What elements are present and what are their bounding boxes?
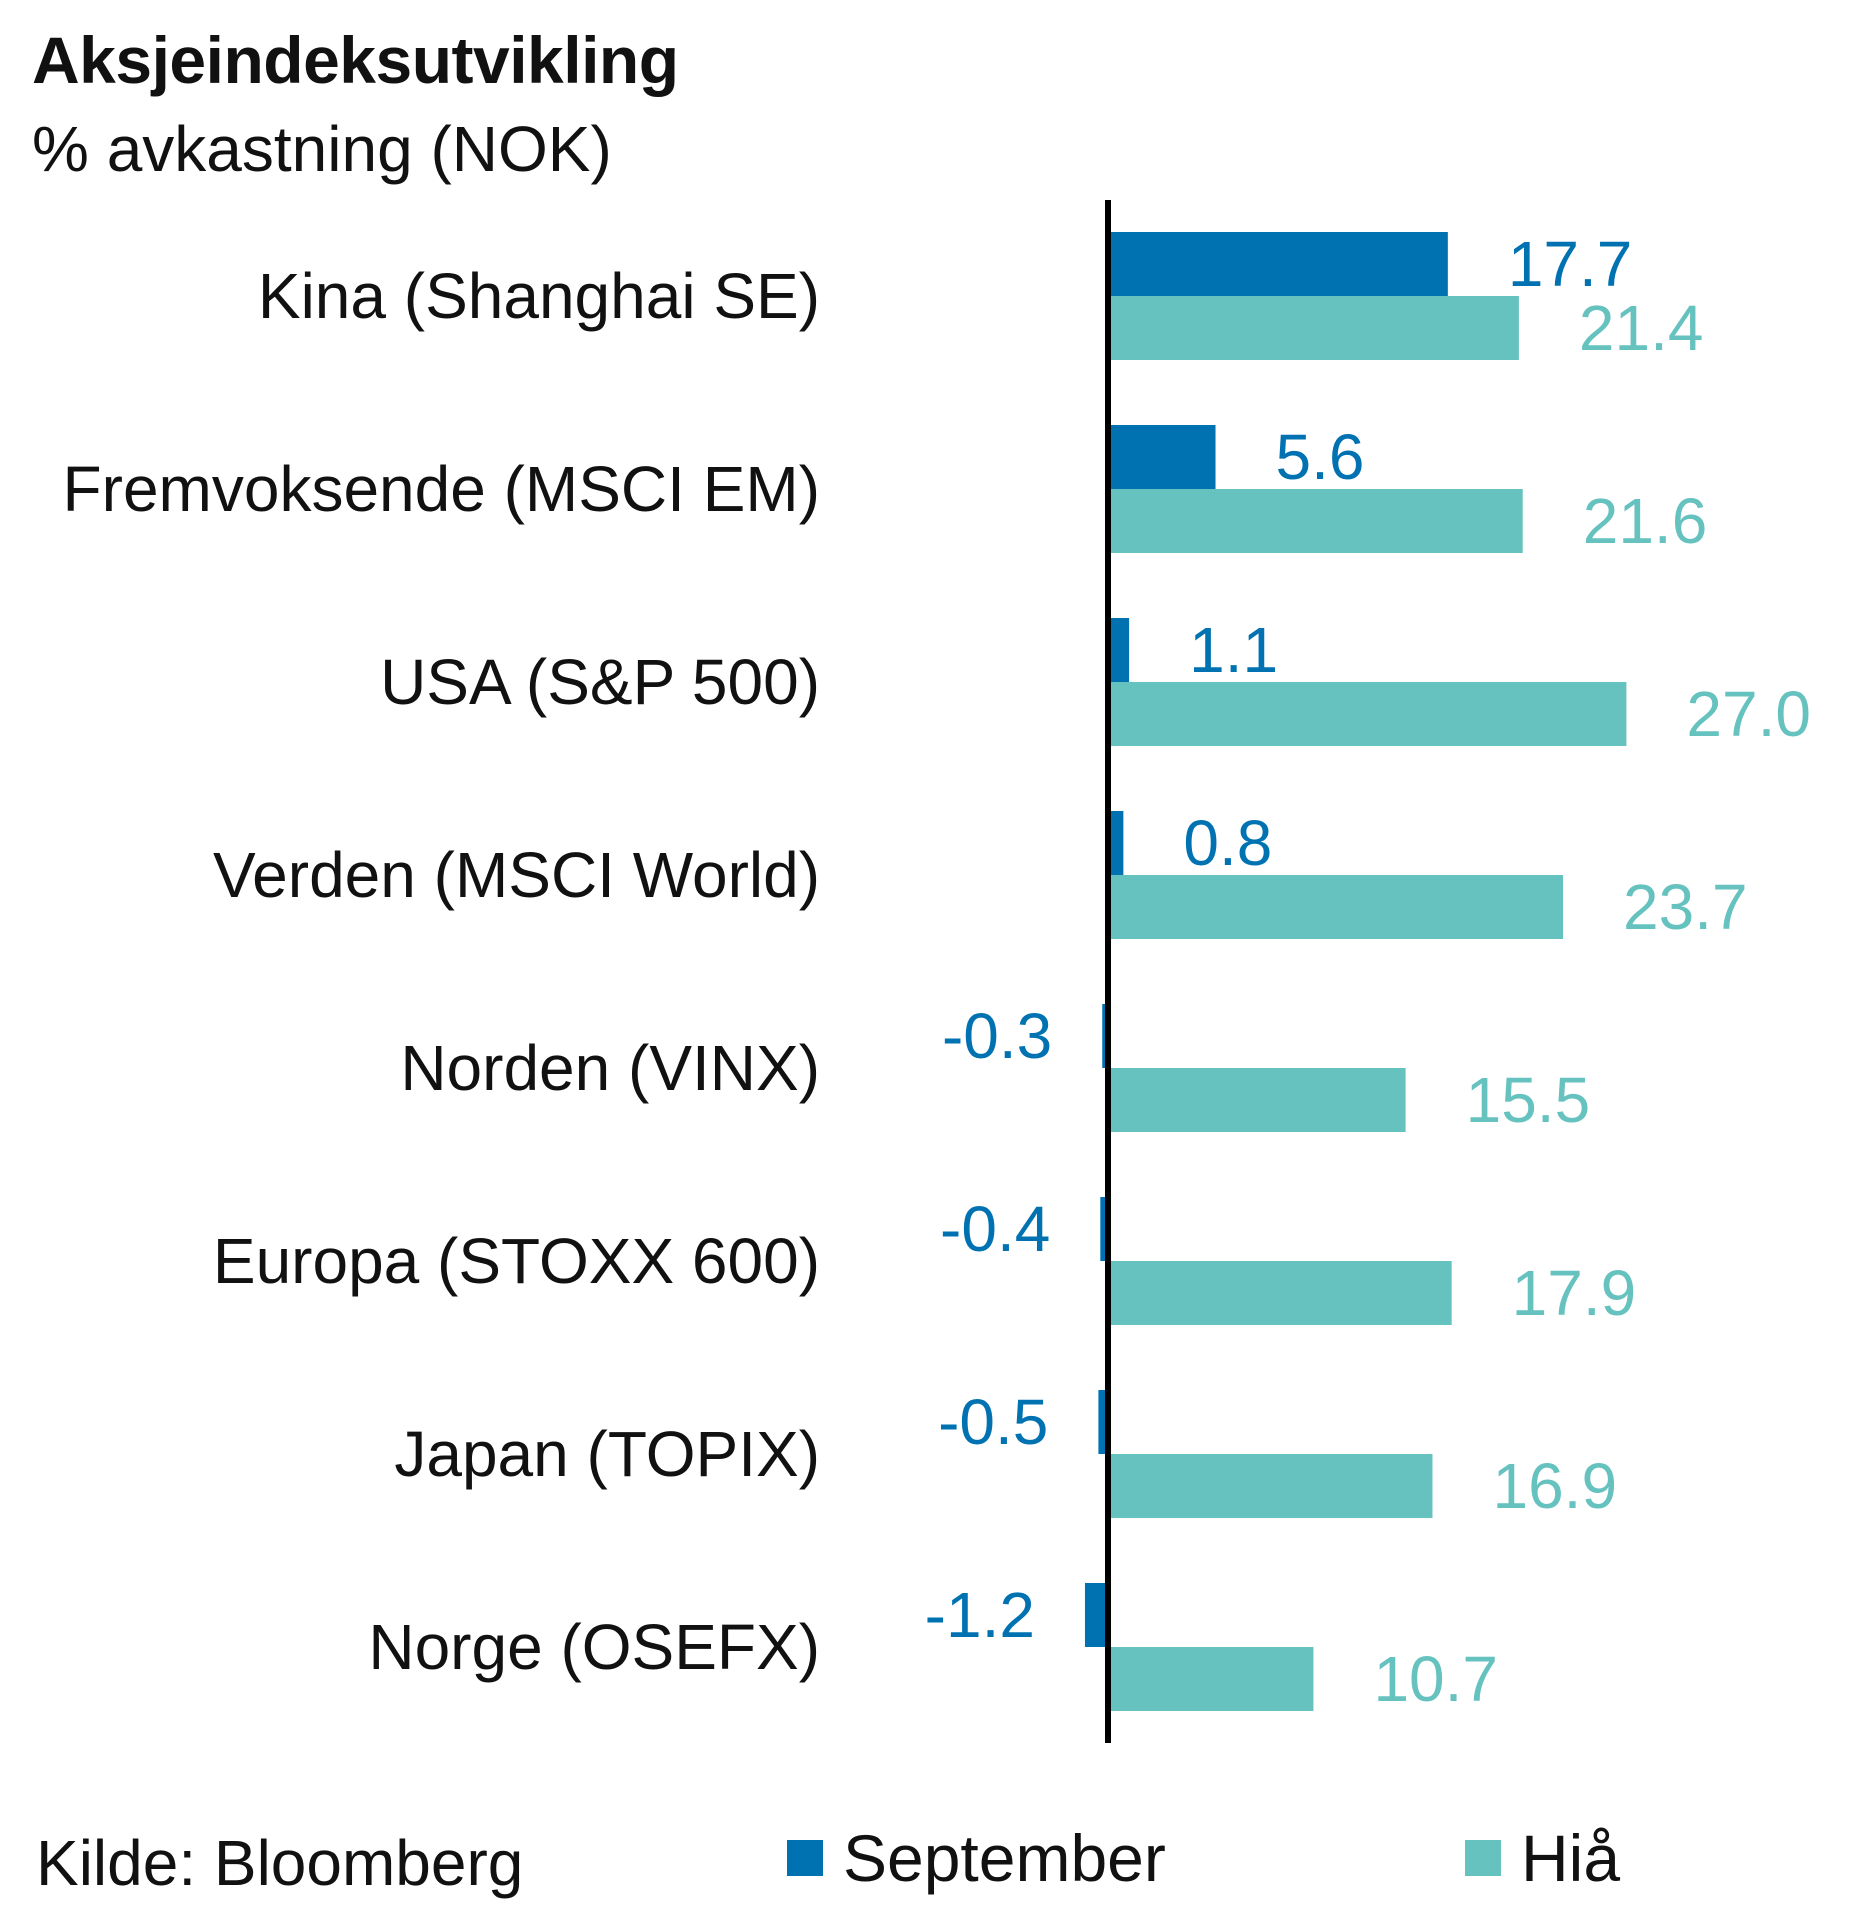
value-label-september: 0.8 — [1183, 807, 1272, 879]
bar-hia — [1108, 1647, 1314, 1711]
category-label: Fremvoksende (MSCI EM) — [63, 453, 820, 525]
bar-september — [1108, 811, 1124, 875]
legend-label-september: September — [843, 1821, 1166, 1895]
value-label-september: -0.4 — [940, 1193, 1050, 1265]
bar-hia — [1108, 875, 1564, 939]
bar-september — [1100, 1197, 1108, 1261]
category-label: Verden (MSCI World) — [213, 839, 820, 911]
bar-hia — [1108, 682, 1627, 746]
category-label: Japan (TOPIX) — [394, 1418, 820, 1490]
legend-swatch-september — [787, 1840, 823, 1876]
bar-hia — [1108, 1261, 1452, 1325]
category-label: Norden (VINX) — [400, 1032, 820, 1104]
value-label-hia: 27.0 — [1686, 678, 1811, 750]
category-label: Norge (OSEFX) — [368, 1611, 820, 1683]
legend-label-hia: Hiå — [1521, 1821, 1621, 1895]
value-label-hia: 16.9 — [1492, 1450, 1617, 1522]
value-label-hia: 15.5 — [1466, 1064, 1591, 1136]
value-label-september: 17.7 — [1508, 228, 1633, 300]
bar-september — [1108, 618, 1130, 682]
value-label-hia: 10.7 — [1373, 1643, 1498, 1715]
legend-item-hia: Hiå — [1465, 1820, 1620, 1896]
value-label-hia: 21.4 — [1579, 292, 1704, 364]
chart-title: Aksjeindeksutvikling — [32, 23, 679, 97]
legend-item-september: September — [787, 1820, 1166, 1896]
bar-september — [1108, 232, 1448, 296]
bar-september — [1084, 1583, 1108, 1647]
value-label-september: -0.5 — [938, 1386, 1048, 1458]
bar-september — [1108, 425, 1216, 489]
category-label: Europa (STOXX 600) — [213, 1225, 820, 1297]
bar-hia — [1108, 1068, 1406, 1132]
bar-hia — [1108, 1454, 1433, 1518]
value-label-september: -0.3 — [942, 1000, 1052, 1072]
bar-hia — [1108, 489, 1523, 553]
value-label-september: 5.6 — [1276, 421, 1365, 493]
value-label-hia: 21.6 — [1583, 485, 1708, 557]
chart-subtitle: % avkastning (NOK) — [32, 113, 612, 185]
bar-hia — [1108, 296, 1519, 360]
value-label-september: -1.2 — [925, 1579, 1035, 1651]
value-label-hia: 17.9 — [1512, 1257, 1637, 1329]
category-label: USA (S&P 500) — [380, 646, 820, 718]
category-label: Kina (Shanghai SE) — [258, 260, 820, 332]
source-note: Kilde: Bloomberg — [36, 1827, 524, 1899]
bar-september — [1098, 1390, 1108, 1454]
value-label-september: 1.1 — [1189, 614, 1278, 686]
legend-swatch-hia — [1465, 1840, 1501, 1876]
value-label-hia: 23.7 — [1623, 871, 1748, 943]
